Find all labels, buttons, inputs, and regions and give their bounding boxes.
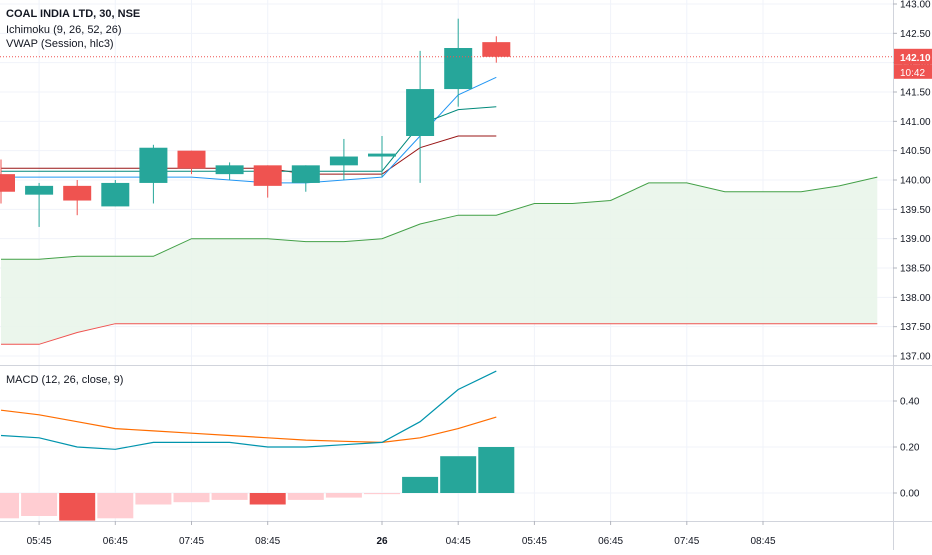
- macd-tick-label: 0.20: [900, 443, 920, 454]
- price-tick-label: 140.00: [900, 176, 931, 187]
- price-tick-label: 141.50: [900, 88, 931, 99]
- vwap-line: [1, 76, 497, 184]
- leading-span-b-line: [1, 323, 878, 345]
- price-tick-label: 137.50: [900, 322, 931, 333]
- price-tick-label: 140.50: [900, 146, 931, 157]
- countdown-badge: [894, 64, 932, 79]
- macd-legend[interactable]: MACD (12, 26, close, 9): [6, 374, 124, 386]
- candle-body: [444, 48, 473, 90]
- price-tick-label: 142.50: [900, 29, 931, 40]
- candle-body: [368, 153, 396, 157]
- macd-histogram-bar: [478, 447, 515, 493]
- macd-histogram-bar: [402, 476, 439, 493]
- candle-body: [406, 89, 435, 136]
- candle-body: [25, 185, 54, 195]
- candle-body: [215, 165, 244, 175]
- last-price-badge: [894, 48, 932, 65]
- macd-histogram-bar: [249, 493, 286, 505]
- ichimoku-cloud: [1, 177, 878, 345]
- macd-histogram-bar: [97, 493, 134, 519]
- time-tick-label: 05:45: [27, 536, 52, 547]
- time-tick-label: 05:45: [522, 536, 547, 547]
- macd-histogram-bar: [0, 493, 19, 519]
- macd-histogram-bar: [440, 456, 477, 493]
- price-tick-label: 138.50: [900, 264, 931, 275]
- macd-histogram-bar: [173, 493, 210, 503]
- macd-signal-line: [0, 409, 497, 444]
- candle-body: [101, 182, 130, 207]
- macd-histogram-bar: [287, 493, 324, 500]
- candle-body: [0, 174, 15, 192]
- price-tick-label: 139.50: [900, 205, 931, 216]
- ichimoku-legend[interactable]: Ichimoku (9, 26, 52, 26): [6, 24, 122, 36]
- macd-histogram-bar: [21, 493, 58, 516]
- base-line: [1, 135, 497, 175]
- time-tick-label: 04:45: [446, 536, 471, 547]
- price-tick-label: 137.00: [900, 352, 931, 363]
- candle-body: [291, 165, 320, 183]
- time-tick-label: 08:45: [255, 536, 280, 547]
- macd-line: [0, 370, 497, 450]
- candle-body: [139, 147, 168, 183]
- time-tick-label: 07:45: [179, 536, 204, 547]
- price-tick-label: 143.00: [900, 0, 931, 11]
- candle-body: [482, 42, 511, 57]
- vwap-legend[interactable]: VWAP (Session, hlc3): [6, 38, 114, 50]
- macd-tick-label: 0.00: [900, 489, 920, 500]
- candle-body: [177, 150, 206, 169]
- macd-histogram-bar: [211, 493, 248, 500]
- time-tick-label: 06:45: [598, 536, 623, 547]
- candle-body: [63, 185, 92, 201]
- macd-tick-label: 0.40: [900, 397, 920, 408]
- countdown-label: 10:42: [900, 68, 925, 79]
- last-price-label: 142.10: [900, 53, 931, 64]
- time-tick-label: 07:45: [674, 536, 699, 547]
- candle-body: [253, 165, 282, 186]
- macd-histogram-bar: [59, 493, 96, 521]
- leading-span-a-line: [1, 176, 878, 260]
- macd-histogram-bar: [135, 493, 172, 505]
- time-tick-label: 08:45: [750, 536, 775, 547]
- price-tick-label: 139.00: [900, 234, 931, 245]
- symbol-title[interactable]: COAL INDIA LTD, 30, NSE: [6, 8, 141, 20]
- price-tick-label: 141.00: [900, 117, 931, 128]
- macd-histogram-bar: [364, 493, 400, 495]
- macd-histogram-bar: [325, 493, 362, 498]
- time-tick-label: 26: [376, 536, 388, 547]
- candle-body: [329, 156, 358, 166]
- price-tick-label: 138.00: [900, 293, 931, 304]
- time-tick-label: 06:45: [103, 536, 128, 547]
